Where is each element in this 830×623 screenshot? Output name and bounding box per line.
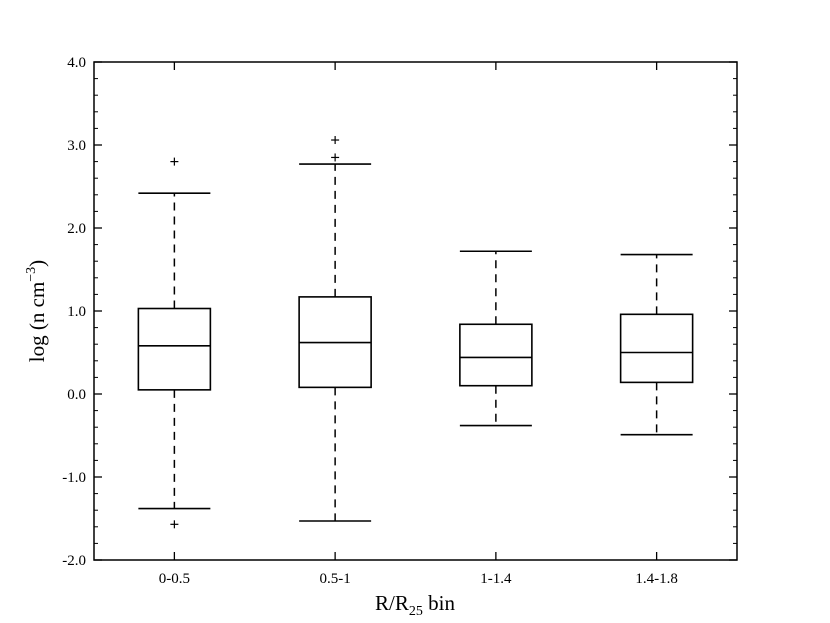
boxes bbox=[137, 136, 694, 529]
x-tick-label: 1.4-1.8 bbox=[635, 571, 678, 587]
y-axis: -2.0 -1.0 0.0 1.0 2.0 3.0 4.0 bbox=[62, 55, 737, 569]
x-tick-label: 1-1.4 bbox=[480, 571, 512, 587]
y-axis-label: log (n cm−3) bbox=[24, 260, 49, 362]
x-axis-label: R/R25 bin bbox=[375, 591, 455, 619]
y-tick-label: 4.0 bbox=[67, 55, 86, 71]
y-tick-label: 0.0 bbox=[67, 387, 86, 403]
y-tick-label: 1.0 bbox=[67, 304, 86, 320]
outlier-point bbox=[170, 520, 179, 529]
x-tick-label: 0.5-1 bbox=[320, 571, 351, 587]
box-1.4-1.8 bbox=[619, 253, 694, 436]
box-1-1.4 bbox=[459, 250, 533, 427]
iqr-box bbox=[137, 307, 212, 391]
box-0-0.5 bbox=[137, 157, 212, 529]
y-tick-label: -1.0 bbox=[62, 470, 86, 486]
box-0.5-1 bbox=[298, 136, 372, 522]
outlier-point bbox=[170, 157, 179, 166]
outlier-point bbox=[331, 136, 340, 145]
y-tick-label: 3.0 bbox=[67, 138, 86, 154]
x-axis: 0-0.5 0.5-1 1-1.4 1.4-1.8 bbox=[159, 62, 678, 587]
iqr-box bbox=[459, 323, 533, 387]
y-tick-label: -2.0 bbox=[62, 553, 86, 569]
outlier-point bbox=[331, 153, 340, 162]
y-tick-label: 2.0 bbox=[67, 221, 86, 237]
iqr-box bbox=[619, 313, 694, 384]
x-tick-label: 0-0.5 bbox=[159, 571, 190, 587]
